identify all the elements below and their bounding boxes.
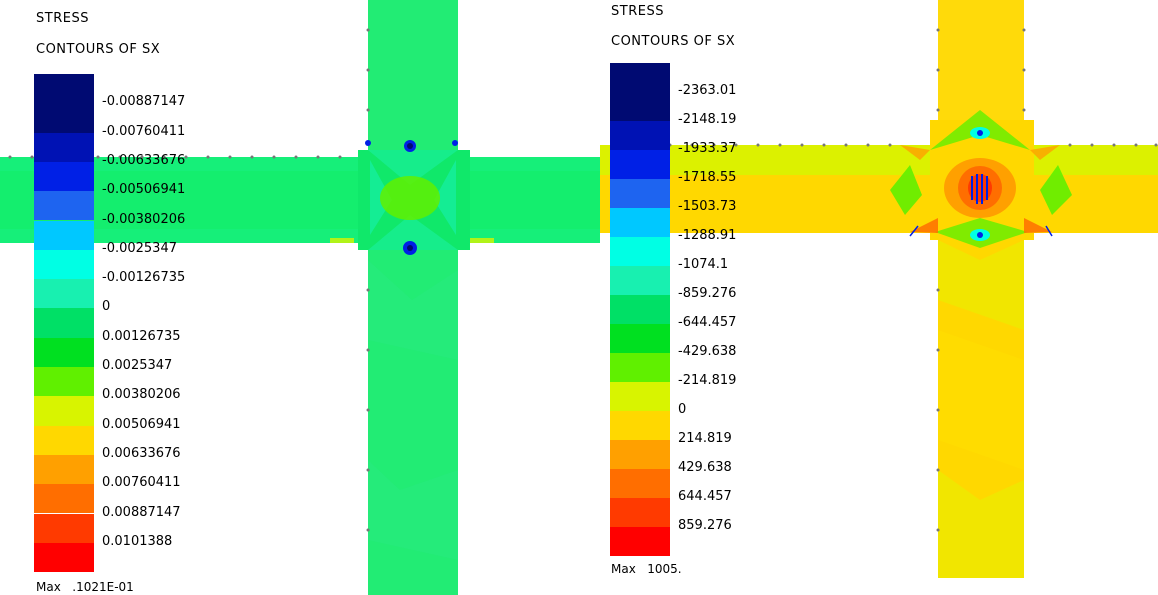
- right-legend-swatch: [610, 411, 670, 440]
- left-legend-swatch: [34, 513, 94, 543]
- left-contour-panel: STRESS CONTOURS OF SX -0.00887147 -0.0076…: [0, 0, 600, 595]
- right-max-line: Max 1005.: [611, 562, 682, 576]
- left-legend-label: -0.00887147: [102, 94, 186, 110]
- right-legend-swatch: [610, 63, 670, 92]
- left-max-label: Max: [36, 580, 61, 594]
- left-legend-swatch: [34, 220, 94, 250]
- right-legend-label: 859.276: [678, 518, 732, 533]
- right-legend-label: -429.638: [678, 344, 737, 359]
- right-stress-concentration-top: [977, 130, 983, 136]
- left-legend-label: -0.0025347: [102, 240, 177, 256]
- right-legend-label: -1288.91: [678, 228, 737, 243]
- left-legend-label: -0.00633676: [102, 152, 186, 168]
- right-title-contours: CONTOURS OF SX: [611, 34, 736, 49]
- right-legend-swatch: [610, 353, 670, 382]
- left-legend-label: 0.0101388: [102, 533, 173, 549]
- left-legend-label: -0.00380206: [102, 211, 186, 227]
- left-legend-swatch: [34, 161, 94, 192]
- right-title-stress: STRESS: [611, 4, 664, 19]
- left-legend-swatch: [34, 484, 94, 514]
- left-legend-swatch: [34, 542, 94, 573]
- right-legend-swatch: [610, 469, 670, 498]
- left-legend-label: -0.00760411: [102, 123, 186, 139]
- right-legend-swatch: [610, 150, 670, 179]
- right-max-value: 1005.: [647, 562, 682, 576]
- left-legend-swatch: [34, 337, 94, 367]
- right-legend-label: -214.819: [678, 373, 737, 388]
- right-boundary-dots: [668, 28, 1158, 532]
- left-legend-label: 0.0025347: [102, 358, 173, 373]
- left-max-value: .1021E-01: [72, 580, 134, 594]
- left-legend-swatch: [34, 425, 94, 455]
- left-legend-label: 0.00126735: [102, 328, 181, 344]
- left-title-contours: CONTOURS OF SX: [36, 42, 161, 57]
- right-center-concentration: [971, 174, 988, 204]
- right-legend-label: -1503.73: [678, 199, 737, 214]
- left-legend-label: -0.00506941: [102, 182, 186, 198]
- right-legend-swatch: [610, 440, 670, 469]
- left-max-line: Max .1021E-01: [36, 580, 134, 594]
- left-contour-plot: [0, 0, 600, 595]
- right-contour-plot: [600, 0, 1158, 578]
- right-legend-swatch: [610, 295, 670, 324]
- left-legend-swatch: [34, 74, 94, 104]
- right-stress-concentration-bottom: [977, 232, 983, 238]
- right-legend-swatch: [610, 324, 670, 353]
- left-legend-swatch: [34, 249, 94, 280]
- right-legend-swatch: [610, 121, 670, 150]
- right-legend-swatch: [610, 498, 670, 527]
- left-legend-label: 0.00506941: [102, 416, 181, 432]
- right-legend-swatch: [610, 266, 670, 295]
- right-legend-swatch: [610, 382, 670, 411]
- left-legend-swatch: [34, 454, 94, 485]
- right-contour-panel: STRESS CONTOURS OF SX -2363.01 -2148.19 -1…: [600, 0, 1158, 595]
- right-legend-swatch: [610, 179, 670, 208]
- right-legend-label: -2363.01: [678, 83, 737, 98]
- right-legend-label: -859.276: [678, 286, 737, 301]
- left-legend-label: 0.00887147: [102, 504, 181, 520]
- left-legend-swatch: [34, 103, 94, 133]
- left-legend-swatch: [34, 396, 94, 426]
- right-legend-label: -1933.37: [678, 141, 737, 156]
- right-max-label: Max: [611, 562, 636, 576]
- right-legend-label: 644.457: [678, 489, 732, 504]
- left-legend-label: 0.00633676: [102, 445, 181, 461]
- right-legend-swatch: [610, 527, 670, 556]
- left-legend-swatch: [34, 132, 94, 162]
- left-legend-label: 0: [102, 299, 111, 315]
- right-legend-swatch: [610, 237, 670, 266]
- left-legend-label: 0.00380206: [102, 387, 181, 403]
- right-legend-label: 0: [678, 402, 687, 417]
- left-legend-swatch: [34, 191, 94, 221]
- right-legend-label: -2148.19: [678, 112, 737, 127]
- left-title-stress: STRESS: [36, 11, 89, 26]
- right-legend-label: -1074.1: [678, 257, 729, 272]
- left-legend-label: -0.00126735: [102, 270, 186, 286]
- right-legend-label: -644.457: [678, 315, 737, 330]
- right-legend-label: -1718.55: [678, 170, 737, 185]
- right-legend-label: 214.819: [678, 431, 732, 446]
- left-horizontal-member: [0, 157, 600, 243]
- right-legend-swatch: [610, 92, 670, 121]
- right-legend-label: 429.638: [678, 460, 732, 475]
- left-legend-swatch: [34, 367, 94, 397]
- left-legend-label: 0.00760411: [102, 475, 181, 491]
- left-legend-swatch: [34, 279, 94, 309]
- right-legend-swatch: [610, 208, 670, 237]
- left-legend-swatch: [34, 308, 94, 338]
